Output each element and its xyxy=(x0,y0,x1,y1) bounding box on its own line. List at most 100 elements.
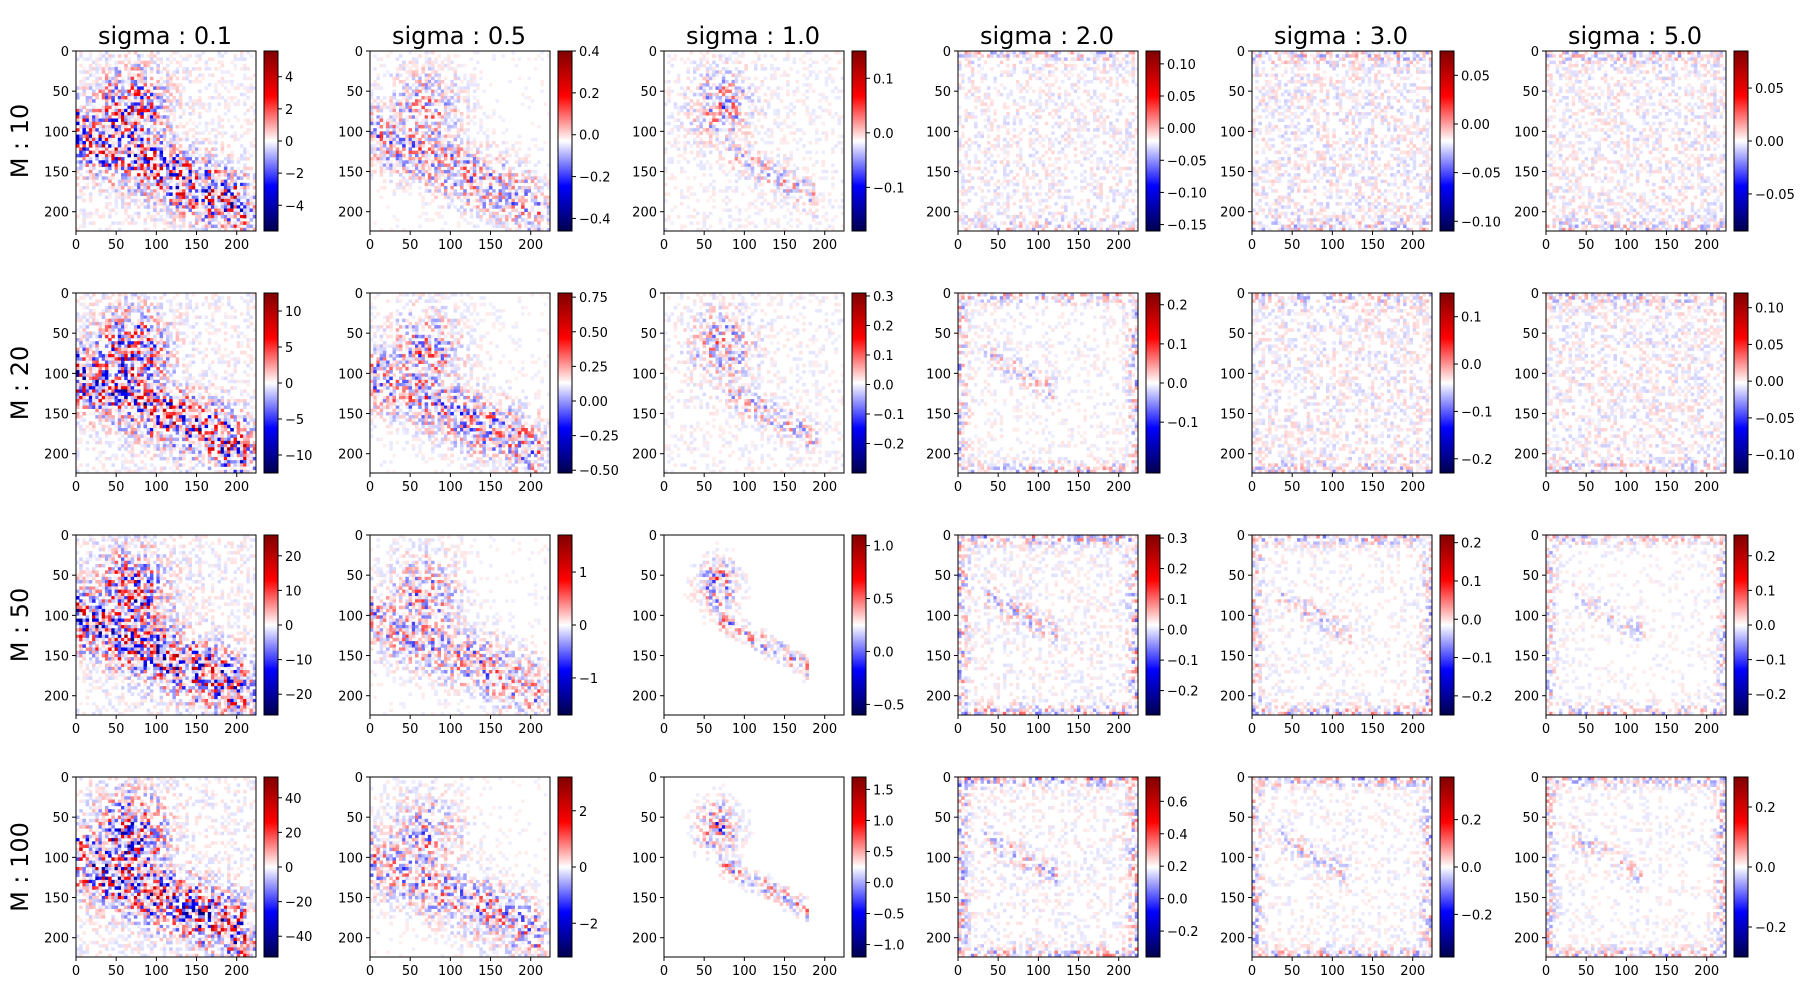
heatmap-cell xyxy=(456,195,461,200)
heatmap-cell xyxy=(207,221,212,225)
heatmap-cell xyxy=(230,208,234,213)
heatmap-cell xyxy=(498,160,503,164)
heatmap-cell xyxy=(450,176,454,180)
heatmap-cell xyxy=(440,121,445,126)
heatmap-cell xyxy=(760,63,764,68)
heatmap-cell xyxy=(178,124,183,129)
heatmap-cell xyxy=(508,189,512,193)
heatmap-cell xyxy=(686,102,691,106)
heatmap-cell xyxy=(143,118,148,123)
heatmap-cell xyxy=(1006,96,1010,100)
heatmap-cell xyxy=(156,189,160,193)
heatmap-cell xyxy=(763,112,768,116)
heatmap-cell xyxy=(505,160,509,164)
heatmap-cell xyxy=(511,147,515,151)
heatmap-cell xyxy=(799,221,803,225)
heatmap-cell xyxy=(133,89,138,94)
heatmap-cell xyxy=(721,128,726,132)
heatmap-cell xyxy=(408,115,413,119)
heatmap-cell xyxy=(79,137,83,142)
heatmap-cell xyxy=(207,192,212,196)
heatmap-cell xyxy=(501,131,506,135)
heatmap-cell xyxy=(204,224,209,229)
heatmap-cell xyxy=(82,86,86,90)
heatmap-cell xyxy=(511,198,515,203)
heatmap-cell xyxy=(977,86,981,90)
heatmap-cell xyxy=(402,67,406,71)
heatmap-cell xyxy=(424,202,429,206)
heatmap-cell xyxy=(175,102,180,106)
heatmap-cell xyxy=(986,118,991,123)
heatmap-cell xyxy=(418,112,422,116)
heatmap-cell xyxy=(540,147,544,151)
heatmap-cell xyxy=(718,89,723,94)
heatmap-cell xyxy=(114,198,119,203)
heatmap-cell xyxy=(172,118,176,123)
heatmap-cell xyxy=(1131,67,1136,71)
heatmap-cell xyxy=(840,57,845,61)
heatmap-cell xyxy=(993,144,997,148)
heatmap-cell xyxy=(524,179,528,184)
heatmap-cell xyxy=(230,99,234,103)
heatmap-cell xyxy=(696,67,700,71)
heatmap-cell xyxy=(140,108,144,113)
heatmap-cell xyxy=(386,131,390,135)
heatmap-cell xyxy=(543,173,548,177)
heatmap-cell xyxy=(447,99,451,103)
heatmap-cell xyxy=(159,83,164,87)
heatmap-cell xyxy=(737,169,742,174)
heatmap-cell xyxy=(201,224,205,229)
heatmap-cell xyxy=(198,89,202,94)
heatmap-cell xyxy=(124,182,128,187)
row-title-m-20: M : 20 xyxy=(6,346,34,421)
heatmap-cell xyxy=(127,166,131,171)
heatmap-cell xyxy=(175,89,180,94)
heatmap-cell xyxy=(88,115,93,119)
heatmap-cell xyxy=(408,169,413,174)
heatmap-cell xyxy=(831,163,835,168)
heatmap-cell xyxy=(79,173,83,177)
heatmap-cell xyxy=(1093,134,1097,139)
heatmap-cell xyxy=(543,214,548,219)
heatmap-cell xyxy=(159,179,164,184)
heatmap-cell xyxy=(88,176,93,180)
heatmap-cell xyxy=(1089,102,1094,106)
heatmap-cell xyxy=(450,182,454,187)
heatmap-cell xyxy=(249,224,254,229)
heatmap-cell xyxy=(421,163,425,168)
heatmap-cell xyxy=(1060,102,1065,106)
heatmap-cell xyxy=(1031,141,1036,145)
heatmap-cell xyxy=(1022,86,1026,90)
heatmap-cell xyxy=(1076,134,1081,139)
heatmap-cell xyxy=(92,67,96,71)
heatmap-cell xyxy=(214,89,218,94)
heatmap-cell xyxy=(85,157,90,161)
heatmap-cell xyxy=(1073,105,1078,110)
heatmap-cell xyxy=(511,173,515,177)
heatmap-cell xyxy=(676,124,681,129)
heatmap-cell xyxy=(146,105,151,110)
heatmap-cell xyxy=(382,63,387,68)
heatmap-cell xyxy=(382,144,387,148)
heatmap-cell xyxy=(460,182,464,187)
heatmap-cell xyxy=(101,189,106,193)
heatmap-cell xyxy=(130,92,135,97)
heatmap-cell xyxy=(379,141,384,145)
heatmap-cell xyxy=(680,202,684,206)
heatmap-cell xyxy=(220,144,225,148)
heatmap-cell xyxy=(214,198,218,203)
heatmap-cell xyxy=(140,70,144,74)
heatmap-cell xyxy=(1051,92,1055,97)
heatmap-cell xyxy=(159,198,164,203)
heatmap-cell xyxy=(811,189,816,193)
heatmap-cell xyxy=(1131,134,1136,139)
heatmap-cell xyxy=(405,70,409,74)
heatmap-cell xyxy=(721,208,726,213)
heatmap-cell xyxy=(1102,57,1107,61)
heatmap-cell xyxy=(664,166,668,171)
heatmap-cell xyxy=(824,79,829,84)
heatmap-cell xyxy=(1093,102,1097,106)
heatmap-cell xyxy=(811,118,816,123)
heatmap-cell xyxy=(211,205,215,209)
heatmap-cell xyxy=(453,153,458,158)
